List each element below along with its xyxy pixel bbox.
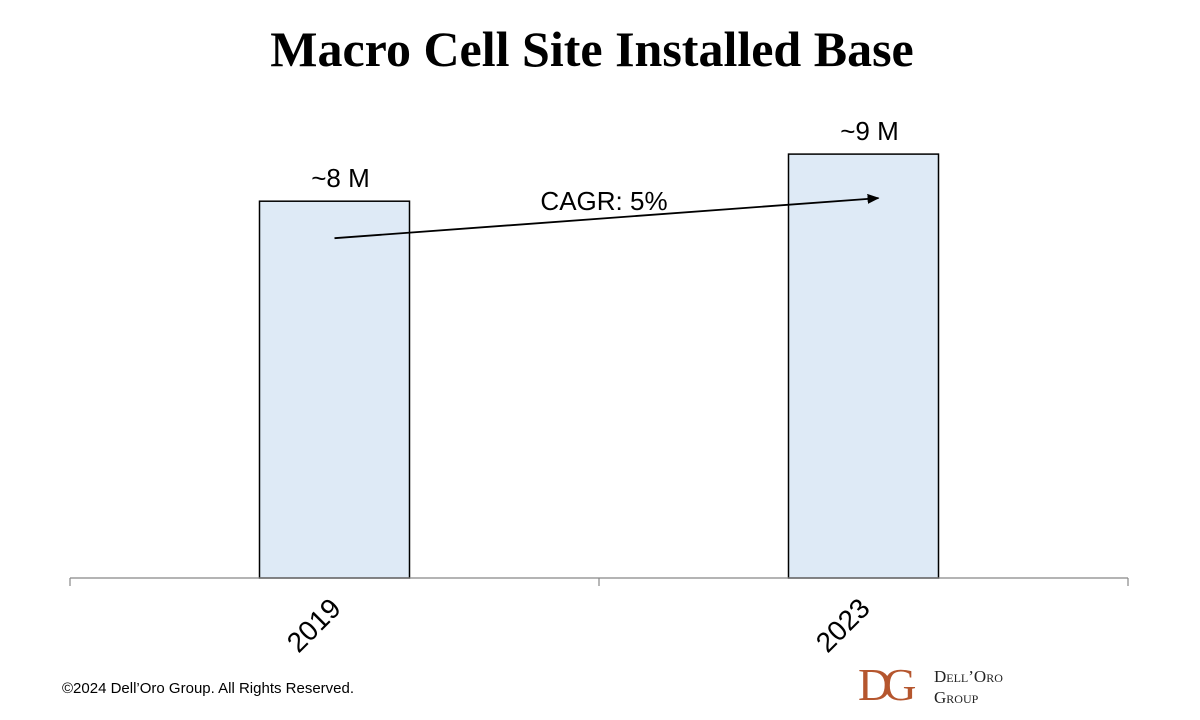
- bar-2023: [787, 153, 940, 579]
- data-label-2023: ~9 M: [840, 116, 899, 146]
- logo-line-1: Dell’Oro: [934, 667, 1003, 686]
- company-logo: DG Dell’Oro Group: [858, 662, 1028, 712]
- data-label-2019: ~8 M: [311, 163, 370, 193]
- logo-wordmark: Dell’Oro Group: [934, 666, 1003, 708]
- cagr-arrow: [334, 193, 880, 240]
- x-tick-label-2023: 2023: [810, 592, 876, 658]
- bar-2019: [258, 200, 411, 579]
- chart-title: Macro Cell Site Installed Base: [270, 21, 913, 77]
- logo-mark: DG: [858, 659, 917, 710]
- copyright-notice: ©2024 Dell’Oro Group. All Rights Reserve…: [62, 680, 355, 697]
- logo-line-2: Group: [934, 688, 979, 707]
- x-tick-label-2019: 2019: [281, 592, 347, 658]
- cagr-annotation: CAGR: 5%: [540, 186, 667, 216]
